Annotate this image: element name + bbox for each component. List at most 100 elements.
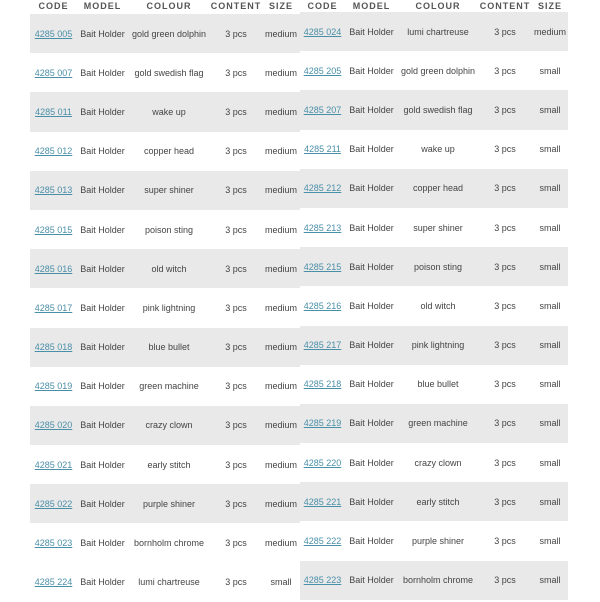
cell-model: Bait Holder [80, 342, 125, 353]
product-code-link[interactable]: 4285 017 [34, 302, 73, 313]
product-code-link[interactable]: 4285 213 [303, 222, 342, 233]
product-code-link[interactable]: 4285 221 [303, 496, 342, 507]
table-row: 4285 213 Bait Holder super shiner 3 pcs smal… [300, 208, 568, 247]
product-code-link[interactable]: 4285 216 [303, 300, 342, 311]
cell-model: Bait Holder [349, 183, 394, 194]
cell-size: medium [264, 498, 297, 509]
product-code-link[interactable]: 4285 223 [303, 575, 342, 586]
cell-size: medium [264, 459, 297, 470]
product-code-link[interactable]: 4285 224 [34, 577, 73, 588]
cell-content: 3 pcs [225, 185, 247, 196]
header-colour: COLOUR [146, 1, 192, 11]
product-code-link[interactable]: 4285 020 [34, 420, 73, 431]
cell-size: small [539, 340, 561, 351]
cell-size: small [270, 577, 292, 588]
cell-colour: poison sting [144, 224, 194, 235]
cell-colour: gold swedish flag [403, 104, 473, 115]
cell-content: 3 pcs [225, 146, 247, 157]
product-code-link[interactable]: 4285 212 [303, 183, 342, 194]
product-table-left: CODE MODEL COLOUR CONTENT SIZE 4285 005 Bait … [30, 0, 300, 602]
product-code-link[interactable]: 4285 205 [303, 65, 342, 76]
product-code-link[interactable]: 4285 215 [303, 261, 342, 272]
cell-colour: copper head [143, 146, 195, 157]
cell-model: Bait Holder [80, 381, 125, 392]
product-code-link[interactable]: 4285 218 [303, 379, 342, 390]
product-code-link[interactable]: 4285 019 [34, 381, 73, 392]
cell-colour: gold green dolphin [400, 65, 476, 76]
cell-model: Bait Holder [349, 418, 394, 429]
cell-content: 3 pcs [494, 65, 516, 76]
product-code-link[interactable]: 4285 211 [304, 144, 341, 155]
cell-content: 3 pcs [225, 302, 247, 313]
product-code-link[interactable]: 4285 007 [34, 67, 73, 78]
table-row: 4285 021 Bait Holder early stitch 3 pcs medi… [30, 445, 300, 484]
product-code-link[interactable]: 4285 022 [34, 498, 73, 509]
cell-model: Bait Holder [80, 302, 125, 313]
cell-size: medium [264, 224, 297, 235]
cell-colour: bornholm chrome [133, 538, 205, 549]
cell-content: 3 pcs [225, 577, 247, 588]
cell-colour: early stitch [147, 459, 191, 470]
header-content: CONTENT [210, 1, 262, 11]
cell-model: Bait Holder [349, 575, 394, 586]
cell-model: Bait Holder [349, 26, 394, 37]
cell-colour: crazy clown [414, 457, 462, 468]
cell-model: Bait Holder [80, 459, 125, 470]
product-code-link[interactable]: 4285 005 [34, 28, 73, 39]
cell-size: small [539, 104, 561, 115]
cell-colour: gold green dolphin [131, 28, 207, 39]
cell-model: Bait Holder [80, 538, 125, 549]
cell-content: 3 pcs [225, 263, 247, 274]
cell-colour: old witch [420, 300, 456, 311]
cell-content: 3 pcs [494, 222, 516, 233]
cell-size: medium [264, 146, 297, 157]
table-row: 4285 015 Bait Holder poison sting 3 pcs medi… [30, 210, 300, 249]
cell-model: Bait Holder [80, 106, 125, 117]
product-code-link[interactable]: 4285 024 [303, 26, 342, 37]
cell-size: small [539, 65, 561, 76]
table-row: 4285 220 Bait Holder crazy clown 3 pcs small [300, 443, 568, 482]
cell-size: small [539, 222, 561, 233]
table-row: 4285 222 Bait Holder purple shiner 3 pcs sma… [300, 521, 568, 560]
cell-colour: lumi chartreuse [138, 577, 200, 588]
cell-content: 3 pcs [494, 300, 516, 311]
product-code-link[interactable]: 4285 012 [34, 146, 73, 157]
cell-content: 3 pcs [225, 459, 247, 470]
cell-size: small [539, 183, 561, 194]
table-row: 4285 023 Bait Holder bornholm chrome 3 pcs m… [30, 523, 300, 562]
cell-colour: pink lightning [142, 302, 196, 313]
cell-content: 3 pcs [494, 183, 516, 194]
table-row: 4285 216 Bait Holder old witch 3 pcs small [300, 286, 568, 325]
product-code-link[interactable]: 4285 013 [34, 185, 73, 196]
product-code-link[interactable]: 4285 021 [34, 459, 73, 470]
cell-content: 3 pcs [494, 340, 516, 351]
product-code-link[interactable]: 4285 220 [303, 457, 342, 468]
product-code-link[interactable]: 4285 018 [34, 342, 73, 353]
cell-content: 3 pcs [494, 144, 516, 155]
cell-content: 3 pcs [494, 26, 516, 37]
header-size: SIZE [268, 1, 293, 11]
product-code-link[interactable]: 4285 217 [303, 340, 342, 351]
table-row: 4285 212 Bait Holder copper head 3 pcs small [300, 168, 568, 208]
product-code-link[interactable]: 4285 015 [34, 224, 73, 235]
table-row: 4285 018 Bait Holder blue bullet 3 pcs mediu… [30, 327, 300, 367]
product-code-link[interactable]: 4285 023 [34, 538, 73, 549]
cell-size: medium [264, 342, 297, 353]
product-code-link[interactable]: 4285 011 [35, 106, 72, 117]
table-row: 4285 012 Bait Holder copper head 3 pcs mediu… [30, 132, 300, 171]
cell-colour: gold swedish flag [134, 67, 204, 78]
header-model: MODEL [352, 1, 391, 11]
cell-model: Bait Holder [80, 420, 125, 431]
cell-colour: old witch [151, 263, 187, 274]
cell-size: medium [264, 106, 297, 117]
cell-content: 3 pcs [494, 575, 516, 586]
table-row: 4285 019 Bait Holder green machine 3 pcs med… [30, 367, 300, 406]
product-code-link[interactable]: 4285 207 [303, 104, 342, 115]
table-row: 4285 011 Bait Holder wake up 3 pcs medium [30, 92, 300, 132]
cell-size: small [539, 457, 561, 468]
product-code-link[interactable]: 4285 016 [34, 263, 73, 274]
product-code-link[interactable]: 4285 222 [303, 536, 342, 547]
product-code-link[interactable]: 4285 219 [303, 418, 342, 429]
cell-model: Bait Holder [80, 263, 125, 274]
cell-colour: purple shiner [411, 536, 465, 547]
